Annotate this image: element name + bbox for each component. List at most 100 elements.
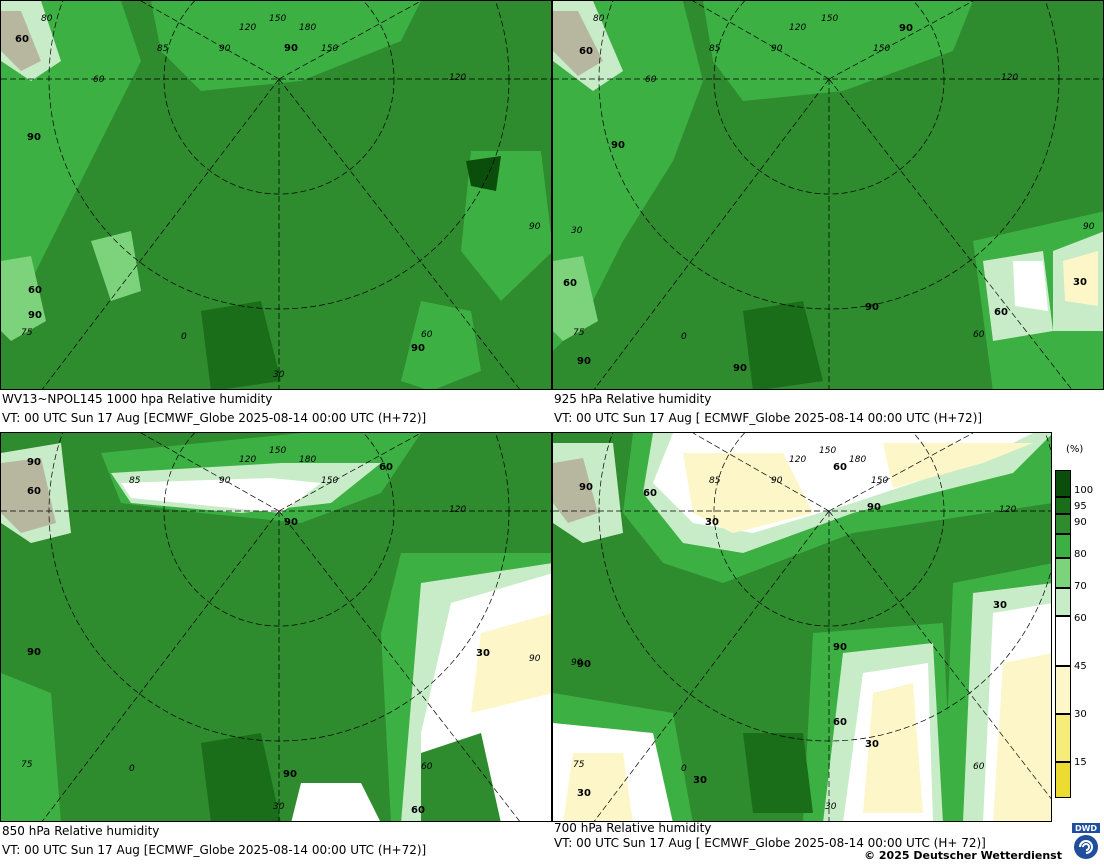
- legend-swatch: [1055, 558, 1071, 588]
- contour-label: 60: [379, 462, 393, 473]
- contour-label: 90: [28, 310, 42, 321]
- contour-label: 30: [705, 517, 719, 528]
- map-panel-850hpa: 90 60 60 90 30 90 90 60 120 150 180 150 …: [0, 432, 552, 822]
- contour-label: 60: [15, 34, 29, 45]
- legend-tick: 45: [1074, 661, 1087, 672]
- grid-label: 75: [573, 328, 585, 338]
- grid-label: 30: [273, 802, 285, 812]
- panel-caption-1000hpa: WV13~NPOL145 1000 hpa Relative humidity …: [2, 392, 426, 426]
- grid-label: 90: [529, 222, 541, 232]
- legend-swatch: [1055, 588, 1071, 616]
- grid-label: 150: [269, 446, 286, 456]
- caption-title: 700 hPa Relative humidity: [554, 821, 712, 835]
- contour-label: 90: [283, 769, 297, 780]
- contour-label: 30: [993, 600, 1007, 611]
- grid-label: 85: [157, 44, 169, 54]
- svg-text:DWD: DWD: [1075, 824, 1097, 833]
- contour-label: 60: [28, 285, 42, 296]
- grid-label: 180: [849, 455, 866, 465]
- legend-swatch: [1055, 514, 1071, 534]
- grid-label: 150: [871, 476, 888, 486]
- copyright-notice: © 2025 Deutscher Wetterdienst: [864, 849, 1062, 862]
- grid-label: 150: [873, 44, 890, 54]
- contour-label: 60: [579, 46, 593, 57]
- legend-tick: 60: [1074, 613, 1087, 624]
- grid-label: 150: [821, 14, 838, 24]
- grid-label: 120: [999, 505, 1016, 515]
- grid-label: 60: [645, 75, 657, 85]
- grid-label: 90: [219, 476, 231, 486]
- legend-swatch: [1055, 666, 1071, 714]
- rh-map-925hpa: 60 90 90 60 90 60 30 90 90 80 120 150 15…: [553, 1, 1103, 389]
- grid-label: 90: [771, 44, 783, 54]
- grid-label: 75: [21, 760, 33, 770]
- contour-label: 90: [284, 517, 298, 528]
- contour-label: 90: [833, 642, 847, 653]
- legend-swatch: [1055, 534, 1071, 558]
- contour-label: 90: [411, 343, 425, 354]
- map-panel-925hpa: 60 90 90 60 90 60 30 90 90 80 120 150 15…: [552, 0, 1104, 390]
- legend-unit: (%): [1066, 444, 1084, 455]
- grid-label: 90: [219, 44, 231, 54]
- legend-swatch: [1055, 616, 1071, 666]
- caption-valid-time: VT: 00 UTC Sun 17 Aug [ ECMWF_Globe 2025…: [554, 836, 986, 850]
- contour-label: 90: [577, 659, 591, 670]
- contour-label: 90: [899, 23, 913, 34]
- rh-map-850hpa: 90 60 60 90 30 90 90 60 120 150 180 150 …: [1, 433, 551, 821]
- grid-label: 80: [593, 14, 605, 24]
- contour-label: 30: [476, 648, 490, 659]
- caption-title: WV13~NPOL145 1000 hpa Relative humidity: [2, 392, 273, 406]
- contour-label: 30: [577, 788, 591, 799]
- grid-label: 80: [41, 14, 53, 24]
- legend-swatch: [1055, 714, 1071, 762]
- contour-label: 90: [579, 482, 593, 493]
- map-panel-700hpa: 90 60 60 30 90 30 90 60 30 30 90 30 120 …: [552, 432, 1052, 822]
- grid-label: 150: [269, 14, 286, 24]
- grid-label: 85: [709, 476, 721, 486]
- grid-label: 30: [273, 370, 285, 380]
- grid-label: 0: [681, 764, 687, 774]
- grid-label: 85: [129, 476, 141, 486]
- contour-label: 90: [733, 363, 747, 374]
- panel-caption-925hpa: 925 hPa Relative humidity VT: 00 UTC Sun…: [554, 392, 982, 426]
- grid-label: 60: [93, 75, 105, 85]
- legend-swatch: [1055, 470, 1071, 497]
- contour-label: 30: [1073, 277, 1087, 288]
- grid-label: 150: [321, 476, 338, 486]
- legend-tick: 30: [1074, 709, 1087, 720]
- contour-label: 60: [563, 278, 577, 289]
- grid-label: 150: [321, 44, 338, 54]
- contour-label: 60: [994, 307, 1008, 318]
- grid-label: 85: [709, 44, 721, 54]
- legend-tick: 100: [1074, 485, 1094, 496]
- map-panel-1000hpa: 60 90 90 60 90 90 80 120 150 180 150 85 …: [0, 0, 552, 390]
- contour-label: 90: [27, 132, 41, 143]
- contour-label: 30: [865, 739, 879, 750]
- caption-title: 925 hPa Relative humidity: [554, 392, 712, 406]
- legend-swatch: [1055, 762, 1071, 798]
- grid-label: 180: [299, 23, 316, 33]
- contour-label: 90: [867, 502, 881, 513]
- rh-map-1000hpa: 60 90 90 60 90 90 80 120 150 180 150 85 …: [1, 1, 551, 389]
- grid-label: 120: [239, 23, 256, 33]
- caption-valid-time: VT: 00 UTC Sun 17 Aug [ ECMWF_Globe 2025…: [554, 411, 983, 425]
- grid-label: 120: [1001, 73, 1018, 83]
- contour-label: 60: [833, 717, 847, 728]
- grid-label: 30: [571, 226, 583, 236]
- grid-label: 120: [449, 73, 466, 83]
- grid-label: 150: [819, 446, 836, 456]
- contour-label: 60: [27, 486, 41, 497]
- grid-label: 180: [299, 455, 316, 465]
- legend-tick: 70: [1074, 581, 1087, 592]
- grid-label: 0: [181, 332, 187, 342]
- contour-label: 90: [27, 647, 41, 658]
- dwd-logo: DWD: [1072, 823, 1100, 861]
- grid-label: 75: [573, 760, 585, 770]
- grid-label: 30: [825, 802, 837, 812]
- caption-title: 850 hPa Relative humidity: [2, 824, 160, 838]
- contour-label: 90: [611, 140, 625, 151]
- legend-tick: 80: [1074, 549, 1087, 560]
- legend-tick: 95: [1074, 501, 1087, 512]
- grid-label: 90: [771, 476, 783, 486]
- contour-label: 30: [693, 775, 707, 786]
